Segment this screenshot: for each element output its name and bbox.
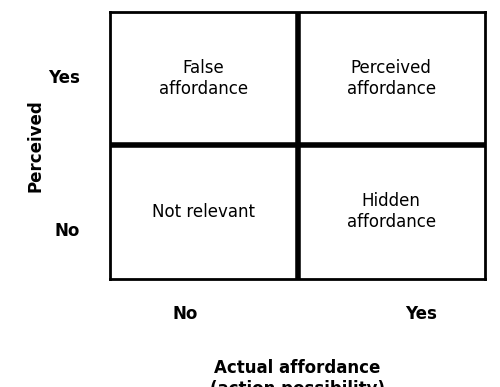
Text: Perceived
affordance: Perceived affordance: [346, 59, 436, 98]
Text: Yes: Yes: [406, 305, 437, 324]
Text: No: No: [172, 305, 198, 324]
Text: Hidden
affordance: Hidden affordance: [346, 192, 436, 231]
Text: Perceived: Perceived: [26, 99, 44, 192]
Text: Yes: Yes: [48, 69, 80, 87]
Text: Actual affordance
(action possibility): Actual affordance (action possibility): [210, 359, 385, 387]
Text: False
affordance: False affordance: [159, 59, 248, 98]
Text: Not relevant: Not relevant: [152, 203, 256, 221]
Text: No: No: [54, 222, 80, 240]
